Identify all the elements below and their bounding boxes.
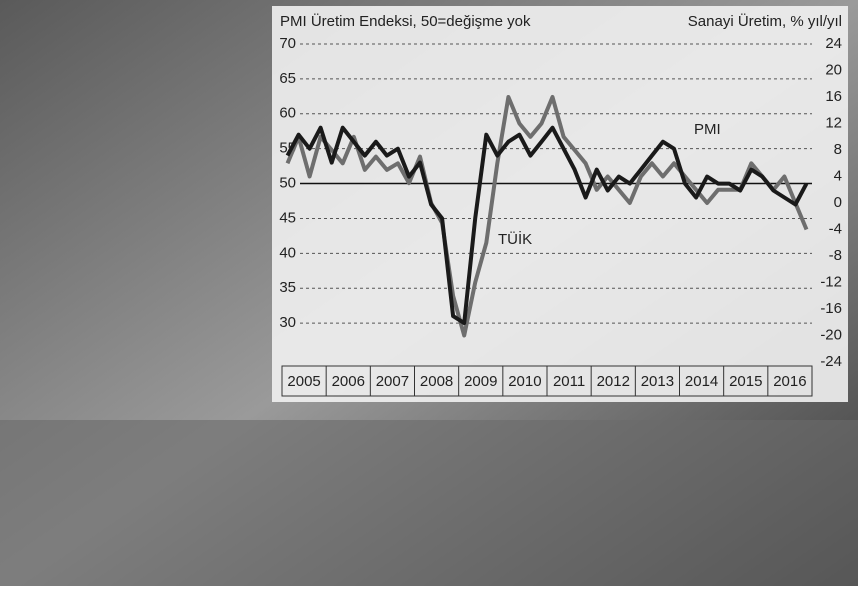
y2-tick-label: 20 bbox=[825, 61, 842, 78]
y2-tick-label: -20 bbox=[820, 326, 842, 343]
y2-tick-label: 0 bbox=[834, 194, 842, 211]
y2-tick-label: -16 bbox=[820, 300, 842, 317]
x-tick-label: 2011 bbox=[553, 373, 585, 390]
x-tick-label: 2006 bbox=[332, 373, 365, 390]
y2-tick-label: 12 bbox=[825, 114, 842, 131]
x-tick-label: 2010 bbox=[508, 373, 541, 390]
y-tick-label: 40 bbox=[279, 244, 296, 261]
y2-tick-label: -24 bbox=[820, 353, 842, 370]
x-tick-label: 2014 bbox=[685, 373, 718, 390]
x-tick-label: 2016 bbox=[773, 373, 806, 390]
chart-panel bbox=[272, 6, 848, 402]
y-tick-label: 60 bbox=[279, 105, 296, 122]
y2-tick-label: 4 bbox=[834, 167, 842, 184]
y-tick-label: 30 bbox=[279, 314, 296, 331]
x-tick-label: 2009 bbox=[464, 373, 497, 390]
series-label: TÜİK bbox=[498, 230, 532, 248]
y2-tick-label: -4 bbox=[829, 220, 842, 237]
y-tick-label: 50 bbox=[279, 175, 296, 192]
workbench bbox=[0, 420, 858, 586]
y-tick-label: 65 bbox=[279, 70, 296, 87]
y-tick-label: 35 bbox=[279, 279, 296, 296]
chart-title: PMI Üretim Endeksi, 50=değişme yok bbox=[280, 12, 531, 30]
y2-tick-label: -8 bbox=[829, 247, 842, 264]
y-tick-label: 45 bbox=[279, 209, 296, 226]
y-tick-label: 70 bbox=[279, 35, 296, 52]
x-tick-label: 2012 bbox=[597, 373, 630, 390]
chart-subtitle: Sanayi Üretim, % yıl/yıl bbox=[688, 12, 842, 30]
y2-tick-label: -12 bbox=[820, 273, 842, 290]
series-label: PMI bbox=[694, 121, 721, 138]
series-line bbox=[285, 125, 809, 326]
x-tick-label: 2007 bbox=[376, 373, 409, 390]
y2-tick-label: 16 bbox=[825, 88, 842, 105]
series-line bbox=[285, 95, 809, 338]
x-tick-label: 2008 bbox=[420, 373, 453, 390]
y2-tick-label: 8 bbox=[834, 141, 842, 158]
x-tick-label: 2005 bbox=[287, 373, 320, 390]
y2-tick-label: 24 bbox=[825, 35, 842, 52]
x-tick-label: 2013 bbox=[641, 373, 674, 390]
x-tick-label: 2015 bbox=[729, 373, 762, 390]
